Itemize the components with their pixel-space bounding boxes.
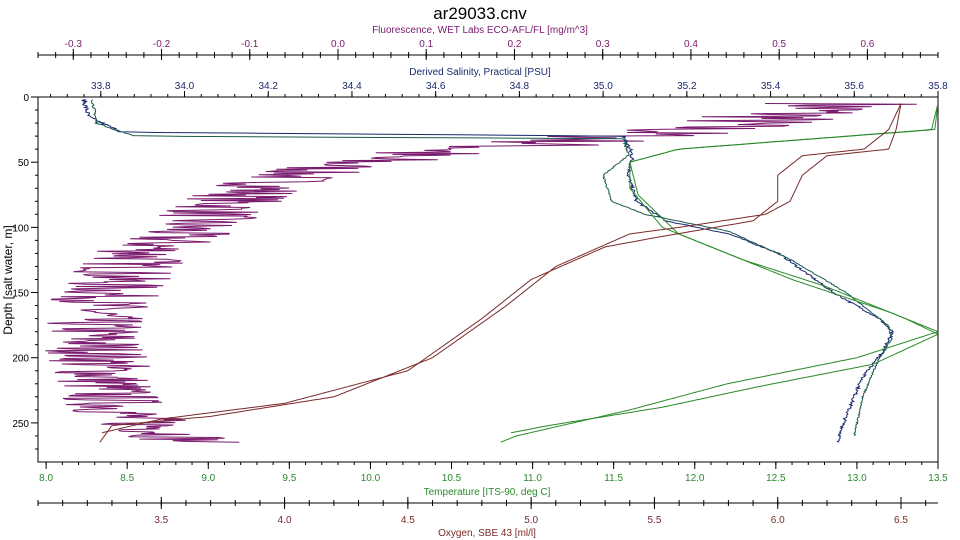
oxygen-tick-label: 6.5	[894, 515, 908, 526]
fluorescence-tick-label: -0.2	[153, 39, 171, 50]
fluorescence-tick-label: 0.1	[419, 39, 433, 50]
oxygen-profile-line	[101, 103, 902, 434]
temperature-tick-label: 8.0	[39, 473, 53, 484]
salinity-tick-label: 33.8	[91, 81, 111, 92]
salinity-tick-label: 34.8	[510, 81, 530, 92]
salinity-tick-label: 35.4	[761, 81, 781, 92]
salinity-tick-label: 34.6	[426, 81, 446, 92]
oxygen-tick-label: 5.0	[524, 515, 538, 526]
fluorescence-tick-label: 0.3	[596, 39, 610, 50]
oxygen-tick-label: 6.0	[771, 515, 785, 526]
fluorescence-profile-line	[45, 103, 917, 443]
depth-tick-label: 100	[12, 223, 29, 234]
salinity-profile-line	[81, 99, 895, 443]
salinity-tick-label: 35.6	[845, 81, 865, 92]
fluorescence-tick-label: 0.5	[772, 39, 786, 50]
oxygen-tick-label: 4.0	[278, 515, 292, 526]
fluorescence-tick-label: 0.4	[684, 39, 698, 50]
oxygen-tick-label: 3.5	[154, 515, 168, 526]
salinity-tick-label: 34.0	[175, 81, 195, 92]
depth-tick-label: 0	[23, 93, 29, 104]
temperature-tick-label: 8.5	[120, 473, 134, 484]
oxygen-axis: 3.5 4.0 4.5 5.0 5.5 6.0 6.5 Oxygen, SBE 43 [ml…	[37, 497, 938, 539]
temperature-tick-label: 10.0	[361, 473, 381, 484]
temperature-tick-label: 9.0	[201, 473, 215, 484]
oxygen-axis-label: Oxygen, SBE 43 [ml/l]	[438, 528, 536, 539]
temperature-tick-label: 12.5	[766, 473, 786, 484]
fluorescence-axis-label: Fluorescence, WET Labs ECO-AFL/FL [mg/m^…	[372, 25, 588, 36]
temperature-tick-label: 13.5	[928, 473, 948, 484]
oxygen-profile-line	[99, 103, 902, 443]
temperature-tick-label: 12.0	[685, 473, 705, 484]
chart-title: ar29033.cnv	[433, 4, 527, 23]
temperature-tick-label: 9.5	[282, 473, 296, 484]
salinity-tick-label: 35.2	[677, 81, 697, 92]
temperature-tick-label: 13.0	[847, 473, 867, 484]
fluorescence-axis: Fluorescence, WET Labs ECO-AFL/FL [mg/m^…	[37, 25, 939, 60]
fluorescence-tick-label: -0.3	[65, 39, 83, 50]
salinity-tick-label: 34.2	[258, 81, 278, 92]
fluorescence-tick-label: -0.1	[241, 39, 259, 50]
salinity-tick-label: 34.4	[342, 81, 362, 92]
temperature-axis-label: Temperature [ITS-90, deg C]	[424, 487, 551, 498]
salinity-tick-label: 35.0	[593, 81, 613, 92]
series-layer	[45, 99, 938, 443]
temperature-tick-label: 10.5	[442, 473, 462, 484]
temperature-profile-line	[510, 103, 938, 434]
depth-tick-label: 150	[12, 289, 29, 300]
oxygen-tick-label: 5.5	[647, 515, 661, 526]
salinity-axis: Derived Salinity, Practical [PSU] 33.8 34…	[50, 67, 948, 97]
oxygen-tick-label: 4.5	[401, 515, 415, 526]
temperature-axis: 8.0 8.5 9.0 9.5 10.0 10.5 11.0 11.5 12.0 12.5 13.0…	[39, 462, 948, 498]
salinity-tick-label: 35.8	[928, 81, 948, 92]
depth-axis: 0 50 100 150 200 250 Depth [salt water, m]	[1, 93, 38, 450]
plot-area	[37, 96, 939, 463]
temperature-tick-label: 11.5	[604, 473, 623, 484]
salinity-profile-line	[90, 99, 894, 437]
depth-tick-label: 50	[18, 158, 30, 169]
fluorescence-tick-label: 0.2	[508, 39, 522, 50]
temperature-tick-label: 11.0	[523, 473, 542, 484]
depth-tick-label: 250	[12, 419, 29, 430]
fluorescence-tick-label: 0.0	[331, 39, 345, 50]
salinity-axis-label: Derived Salinity, Practical [PSU]	[409, 67, 551, 78]
fluorescence-tick-label: 0.6	[860, 39, 874, 50]
depth-tick-label: 200	[12, 354, 29, 365]
depth-axis-label: Depth [salt water, m]	[1, 225, 15, 334]
